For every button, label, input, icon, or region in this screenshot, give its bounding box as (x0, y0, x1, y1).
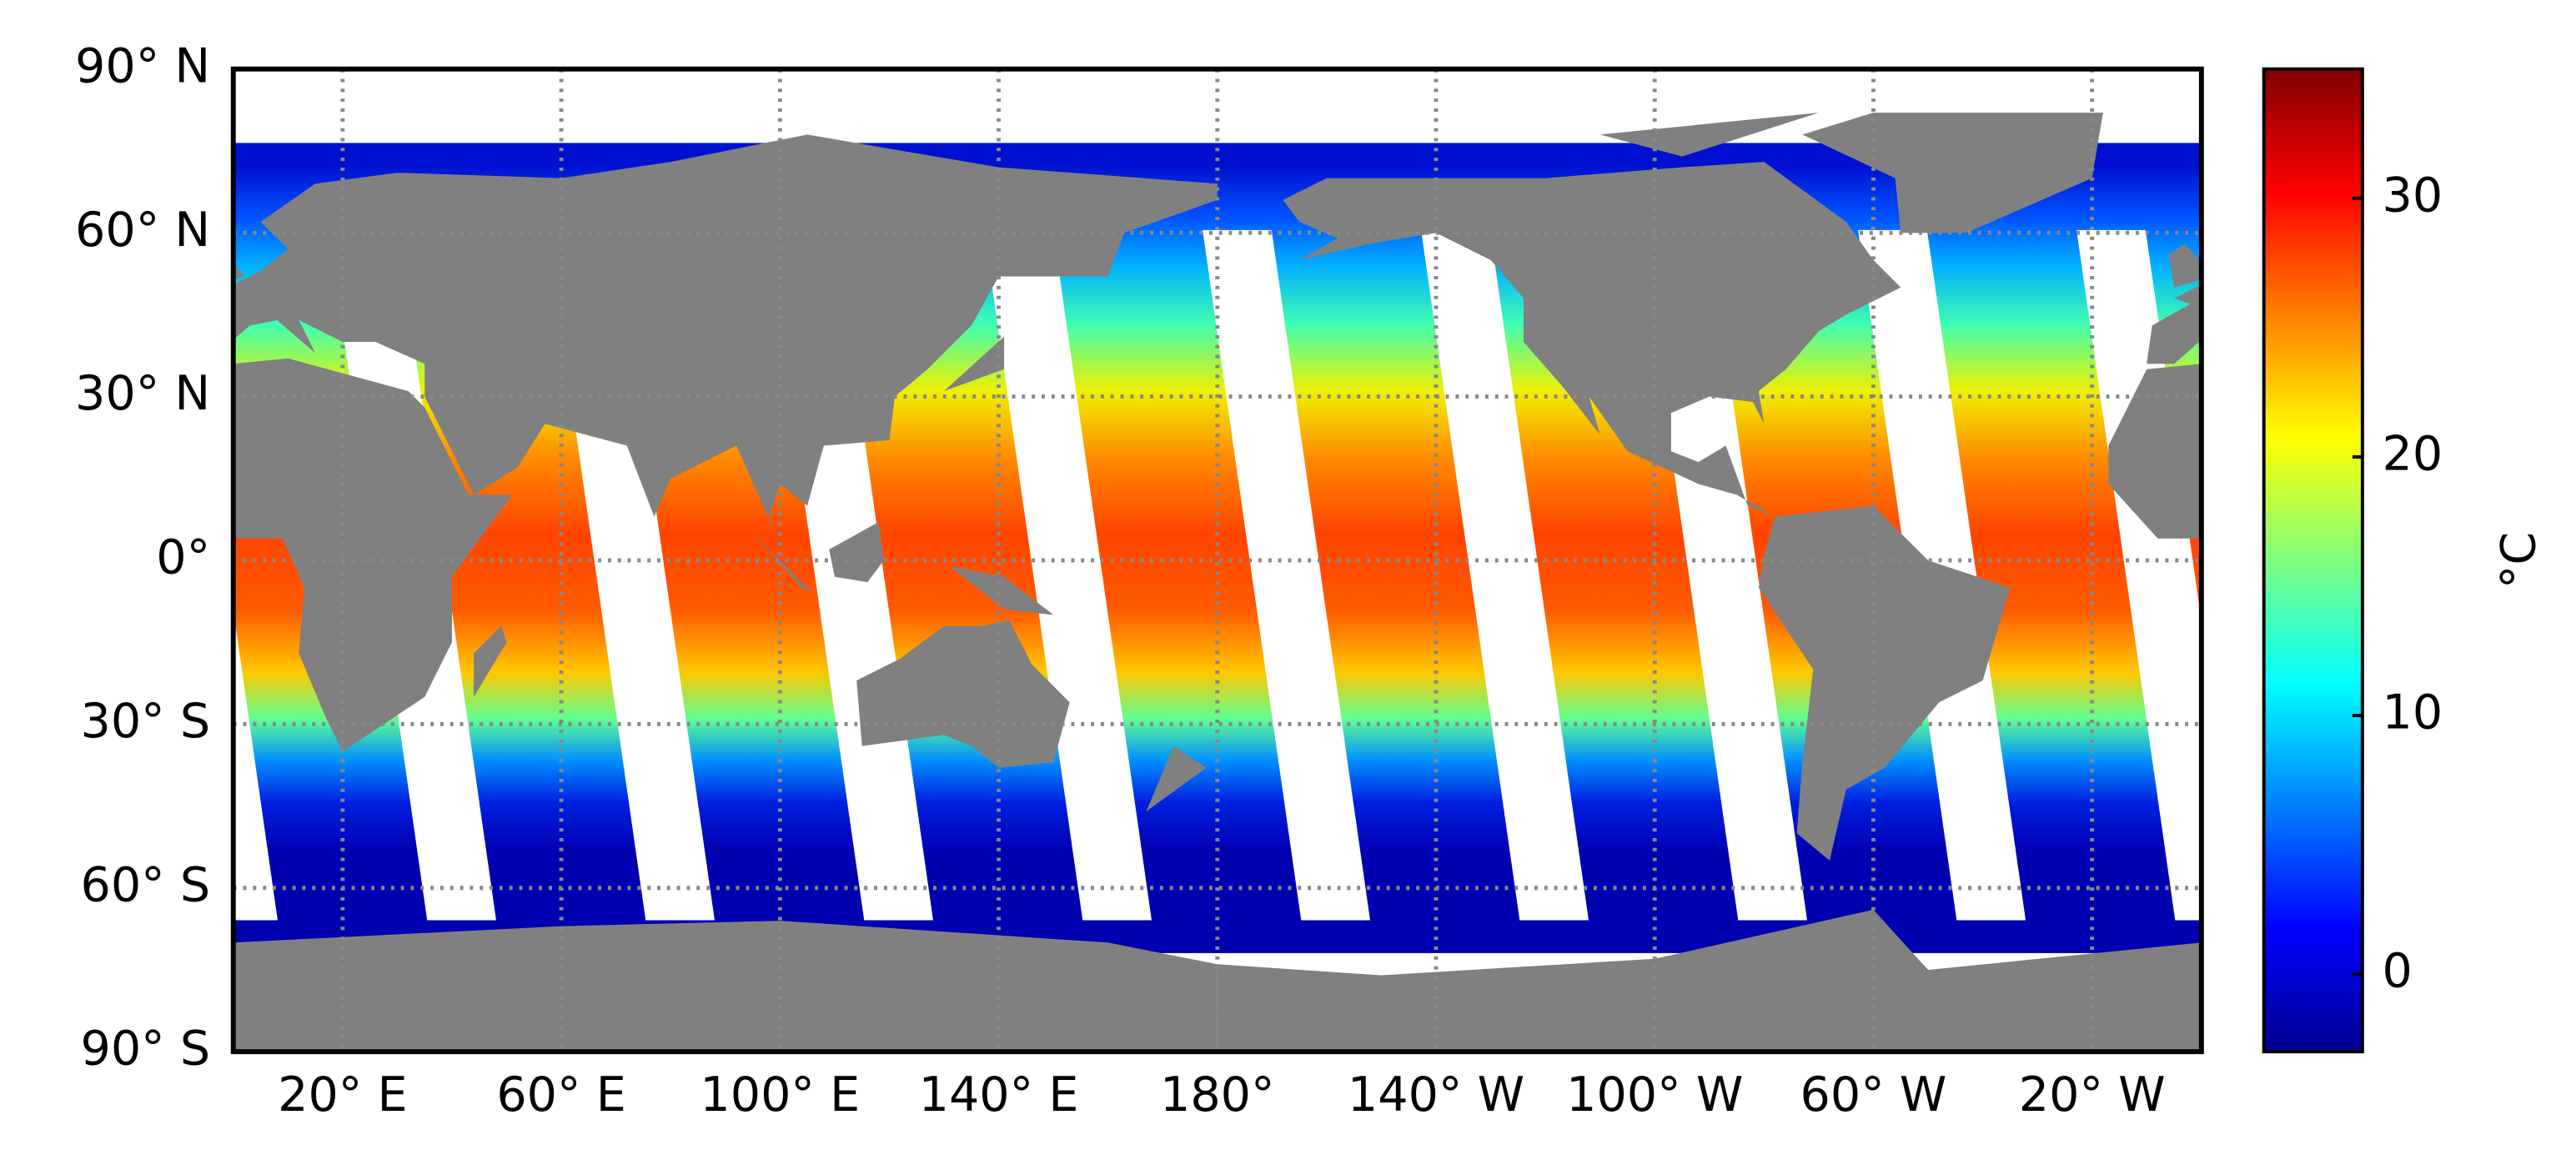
landmass (949, 565, 1054, 615)
lat-tick-label: 30° N (75, 366, 210, 421)
swath-gap (233, 610, 278, 921)
landmass (1283, 162, 1901, 517)
colorbar-label: °C (2492, 532, 2547, 589)
colorbar-tick-label: 20 (2383, 427, 2443, 482)
landmass (2108, 364, 2202, 539)
swath-gap (1203, 229, 1371, 921)
lon-tick-label: 60° W (1800, 1067, 1947, 1122)
lon-tick-label: 100° E (700, 1067, 860, 1122)
landmass (856, 620, 1070, 768)
colorbar (2262, 67, 2364, 1054)
lat-tick-label: 60° N (75, 203, 210, 258)
swath-gap (1421, 229, 1589, 921)
colorbar-tick-label: 30 (2383, 168, 2443, 223)
lon-tick-label: 140° E (919, 1067, 1079, 1122)
landmass (829, 522, 884, 583)
landmass (0, 506, 42, 861)
grid (233, 68, 2202, 1052)
lat-tick-label: 90° S (81, 1022, 211, 1077)
colorbar-tick-label: 0 (2383, 944, 2413, 999)
landmass (233, 358, 513, 752)
landmass (1146, 746, 1207, 812)
landmass (1802, 113, 2103, 233)
lat-tick-label: 90° N (75, 38, 210, 93)
landmass (474, 625, 507, 697)
landmass (1599, 113, 1820, 157)
lon-tick-label: 140° W (1348, 1067, 1524, 1122)
swath-gap (984, 229, 1152, 921)
lon-tick-label: 20° E (278, 1067, 407, 1122)
lon-tick-label: 20° W (2019, 1067, 2166, 1122)
landmass (233, 921, 1218, 1052)
lon-tick-label: 60° E (496, 1067, 625, 1122)
landmass (2168, 244, 2202, 288)
colorbar-tick-label: 10 (2383, 685, 2443, 741)
landmass (2147, 284, 2202, 364)
lat-tick-label: 30° S (81, 694, 211, 749)
landmass (1758, 505, 2011, 861)
landmass (752, 533, 813, 594)
lon-tick-label: 180° (1160, 1067, 1275, 1122)
lat-tick-label: 60° S (81, 857, 211, 912)
landmass (233, 263, 244, 280)
landmass (233, 134, 1218, 545)
landmass (2442, 626, 2474, 697)
landmass (1217, 909, 2202, 1052)
map-frame (230, 66, 2204, 1055)
lat-tick-label: 0° (156, 530, 210, 585)
lon-tick-label: 100° W (1566, 1067, 1743, 1122)
land (0, 113, 2474, 1052)
landmass (943, 336, 1005, 391)
